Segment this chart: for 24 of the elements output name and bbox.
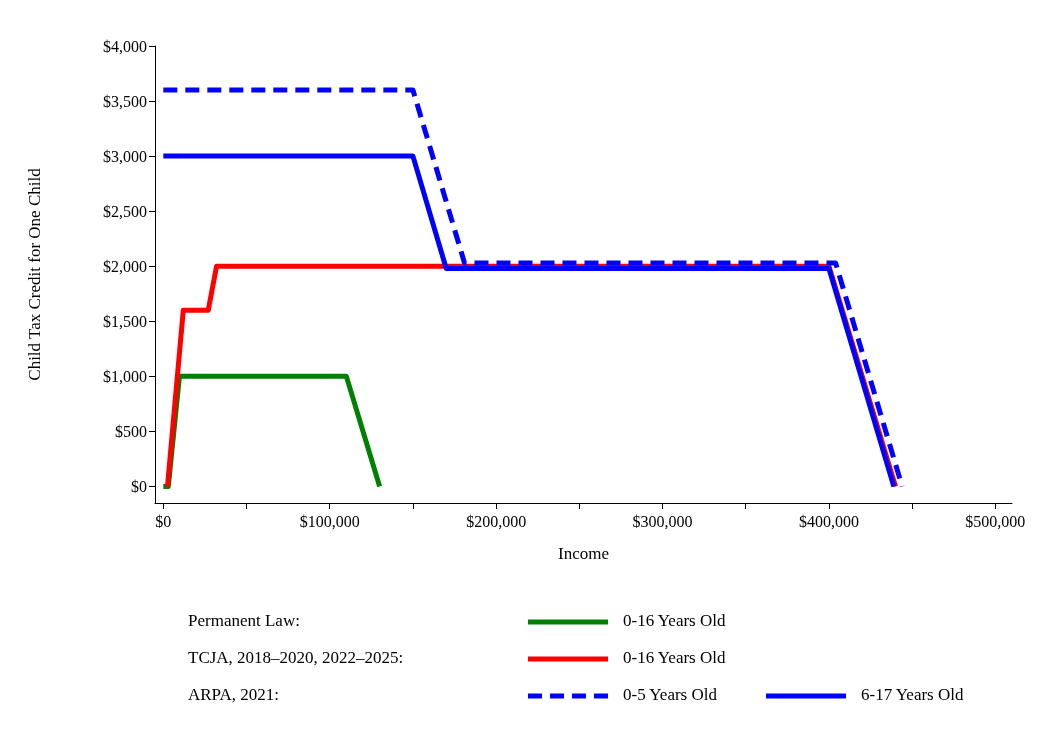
y-tick-label: $2,500 [103, 202, 147, 220]
text: ARPA, 2021: [188, 685, 280, 704]
y-tick-label: $500 [115, 422, 147, 440]
legend-label: 0-5 Years Old [623, 685, 718, 704]
y-tick-label: $3,000 [103, 147, 147, 165]
y-tick-label: $1,500 [103, 312, 147, 330]
text: TCJA, 2018–2020, 2022–2025: [188, 648, 404, 667]
x-tick-label: $500,000 [965, 512, 1026, 530]
y-axis-title: Child Tax Credit for One Child [25, 167, 44, 381]
text: Permanent Law: [188, 611, 300, 630]
x-tick-label: $400,000 [798, 512, 859, 530]
y-tick-label: $1,000 [103, 367, 147, 385]
legend-label: 0-16 Years Old [623, 648, 726, 667]
y-tick-label: $4,000 [103, 37, 147, 55]
x-tick-label: $200,000 [466, 512, 527, 530]
y-tick-label: $3,500 [103, 92, 147, 110]
legend-label: 0-16 Years Old [623, 611, 726, 630]
y-tick-label: $0 [131, 477, 147, 495]
x-tick-label: $0 [155, 512, 172, 530]
x-tick-label: $300,000 [632, 512, 693, 530]
x-axis-title: Income [558, 544, 609, 563]
y-tick-label: $2,000 [103, 257, 147, 275]
legend-label: 6-17 Years Old [861, 685, 964, 704]
x-tick-label: $100,000 [299, 512, 360, 530]
